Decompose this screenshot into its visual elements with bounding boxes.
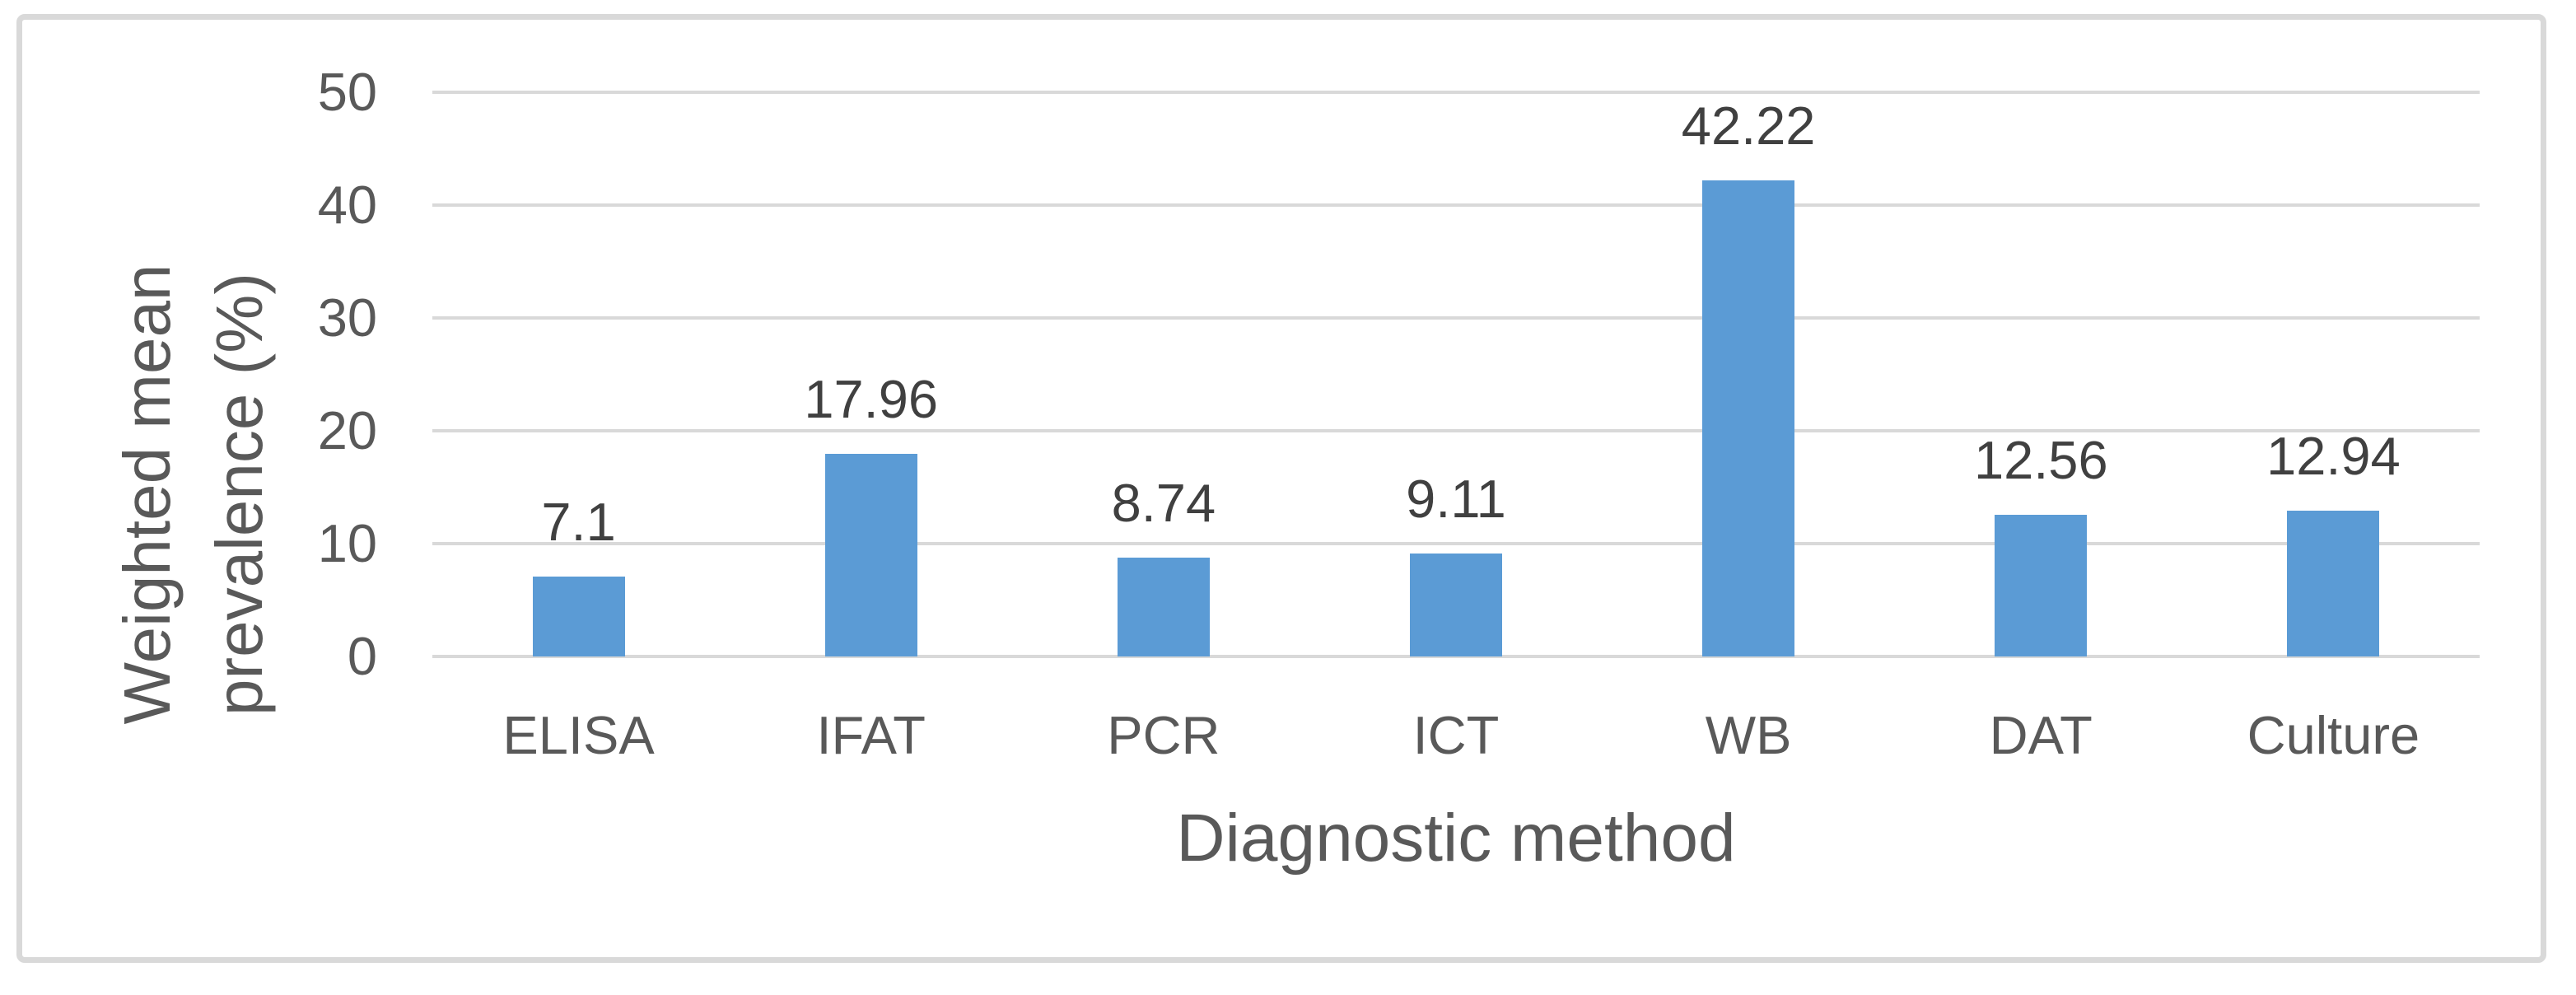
- bar-column-dat: 12.56: [1895, 92, 2187, 656]
- category-label-ict: ICT: [1412, 705, 1500, 765]
- bar-column-pcr: 8.74: [1017, 92, 1309, 656]
- bar-column-ifat: 17.96: [725, 92, 1017, 656]
- bar-value-label-wb: 42.22: [1681, 95, 1816, 156]
- gridline-y-0: [432, 655, 2480, 658]
- gridline-y-20: [432, 429, 2480, 432]
- y-tick-label-10: 10: [317, 513, 377, 573]
- bar-value-label-ict: 9.11: [1406, 469, 1506, 530]
- y-tick-label-0: 0: [347, 626, 377, 686]
- bar-value-label-elisa: 7.1: [541, 491, 616, 552]
- bar-dat: [1995, 514, 2088, 656]
- bar-pcr: [1117, 558, 1210, 656]
- y-tick-label-50: 50: [317, 62, 377, 122]
- y-tick-label-30: 30: [317, 287, 377, 348]
- y-tick-label-40: 40: [317, 175, 377, 235]
- x-axis-title: Diagnostic method: [1176, 801, 1736, 876]
- category-label-wb: WB: [1705, 705, 1792, 765]
- gridline-y-50: [432, 91, 2480, 94]
- bar-wb: [1702, 180, 1795, 656]
- category-label-dat: DAT: [1989, 705, 2093, 765]
- x-axis-category-labels: ELISA IFAT PCR ICT WB DAT Culture: [432, 704, 2480, 767]
- plot-area: 7.1 17.96 8.74 9.11 42.22 12.56 12.94: [432, 91, 2480, 658]
- figure-frame: [16, 14, 2546, 963]
- bar-culture: [2287, 510, 2380, 656]
- gridline-y-40: [432, 203, 2480, 207]
- category-label-elisa: ELISA: [502, 705, 655, 765]
- bar-series: 7.1 17.96 8.74 9.11 42.22 12.56 12.94: [432, 92, 2480, 656]
- gridline-y-30: [432, 316, 2480, 320]
- y-tick-label-20: 20: [317, 400, 377, 460]
- bar-column-culture: 12.94: [2187, 92, 2480, 656]
- bar-column-wb: 42.22: [1603, 92, 1895, 656]
- bar-value-label-ifat: 17.96: [804, 368, 939, 429]
- y-axis-title-line-1: Weighted mean: [110, 264, 184, 725]
- bar-column-elisa: 7.1: [432, 92, 725, 656]
- bar-column-ict: 9.11: [1309, 92, 1602, 656]
- category-label-culture: Culture: [2247, 705, 2420, 765]
- bar-elisa: [532, 576, 625, 656]
- category-label-ifat: IFAT: [816, 705, 926, 765]
- bar-ict: [1409, 554, 1502, 656]
- bar-value-label-pcr: 8.74: [1111, 473, 1216, 534]
- category-label-pcr: PCR: [1107, 705, 1220, 765]
- bar-ifat: [824, 453, 917, 656]
- bar-value-label-dat: 12.56: [1973, 429, 2108, 490]
- gridline-y-10: [432, 542, 2480, 545]
- bar-value-label-culture: 12.94: [2266, 425, 2401, 486]
